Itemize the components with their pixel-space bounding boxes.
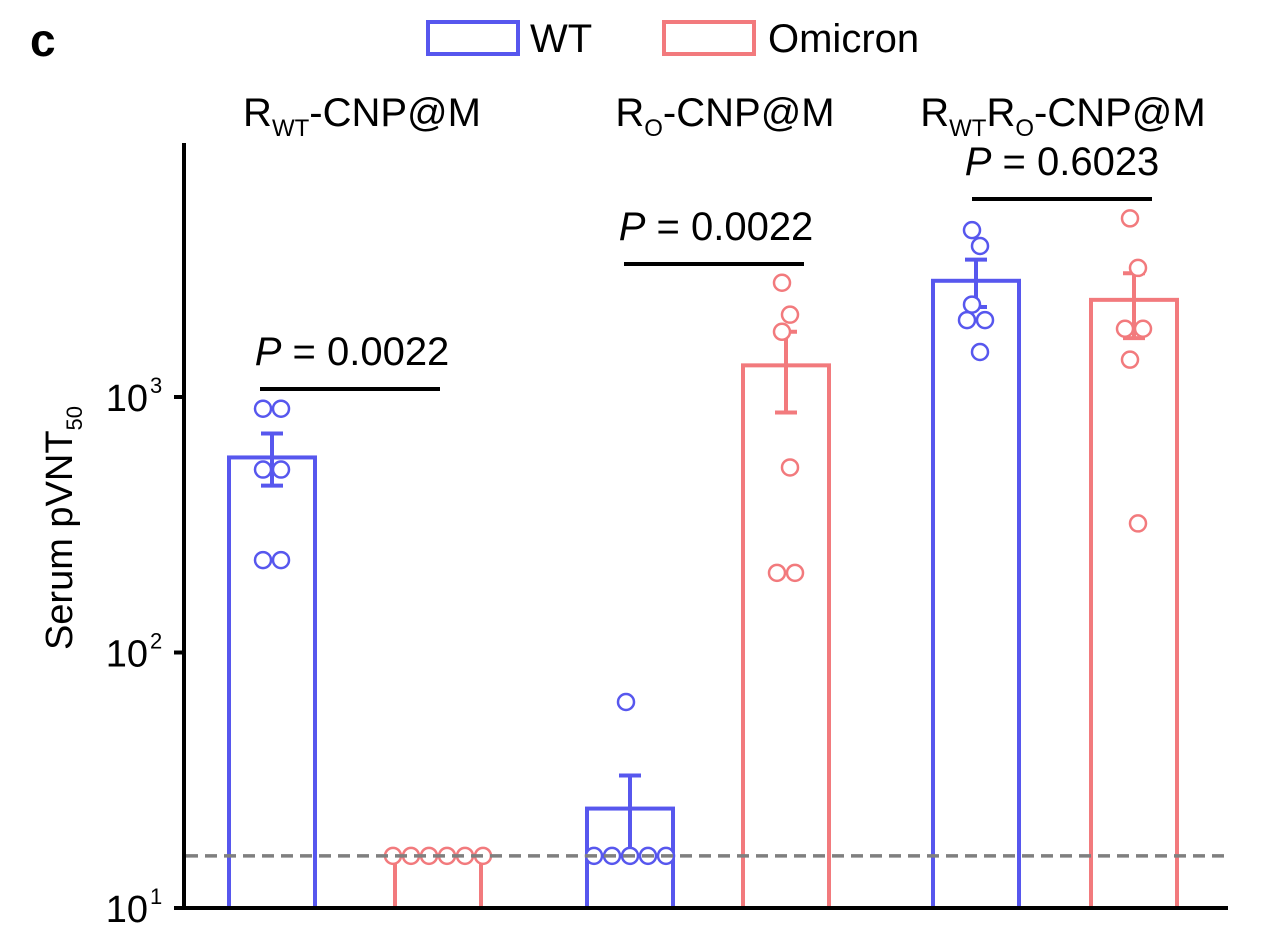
group-label: RO-CNP@M (615, 91, 834, 142)
data-point-omicron (1128, 514, 1148, 533)
y-axis-label-main: Serum pVNT (39, 430, 81, 650)
legend-label-wt: WT (530, 17, 592, 61)
data-point-omicron (780, 458, 800, 477)
group-labels: RWT-CNP@M RO-CNP@M RWTRO-CNP@M (243, 91, 1206, 142)
legend-swatch-omicron (662, 20, 756, 56)
data-point-wt (253, 550, 273, 570)
data-point-omicron (1120, 209, 1140, 228)
data-point-wt (962, 220, 982, 240)
data-point-wt (271, 399, 291, 418)
data-point-wt (970, 342, 990, 362)
y-tick-exponent: 1 (150, 884, 162, 909)
data-point-omicron (1128, 258, 1148, 278)
data-point-wt (975, 310, 995, 330)
data-point-wt (253, 460, 273, 479)
p-value-label: P = 0.6023 (965, 140, 1160, 184)
y-tick-label: 10 (106, 378, 148, 420)
data-point-omicron (1120, 350, 1140, 369)
data-point-wt (970, 236, 990, 256)
bar-wt (227, 455, 317, 910)
bar-wt (931, 278, 1021, 911)
comparison-annotations: P = 0.0022 P = 0.0022 P = 0.6023 (255, 140, 1160, 391)
data-point-omicron (780, 305, 800, 324)
data-point-wt (253, 399, 273, 418)
data-point-omicron (772, 273, 792, 293)
data-point-omicron (772, 322, 792, 342)
bar-omicron (1089, 297, 1179, 910)
data-point-omicron (1133, 319, 1153, 338)
data-point-omicron (785, 563, 805, 583)
group-label: RWTRO-CNP@M (920, 91, 1205, 142)
p-value-label: P = 0.0022 (619, 205, 814, 249)
y-tick-exponent: 2 (150, 629, 162, 654)
panel-label: c (30, 14, 56, 66)
data-point-wt (271, 460, 291, 479)
group-label: RWT-CNP@M (243, 91, 481, 142)
bar-omicron (741, 363, 831, 910)
legend-label-omicron: Omicron (768, 17, 919, 61)
legend: WT Omicron (426, 17, 919, 61)
p-value-label: P = 0.0022 (255, 330, 450, 374)
data-point-omicron (767, 563, 787, 583)
data-point-wt (616, 692, 636, 712)
y-tick-label: 10 (106, 889, 148, 931)
data-point-wt (962, 295, 982, 314)
y-axis-label-sub: 50 (62, 406, 87, 430)
data-point-omicron (1115, 319, 1135, 338)
data-point-wt (957, 310, 977, 330)
y-axis-label: Serum pVNT50 (39, 406, 87, 650)
legend-swatch-wt (426, 20, 520, 56)
bars (227, 209, 1179, 911)
y-tick-exponent: 3 (150, 373, 162, 398)
data-point-wt (271, 550, 291, 570)
y-tick-label: 10 (106, 634, 148, 676)
